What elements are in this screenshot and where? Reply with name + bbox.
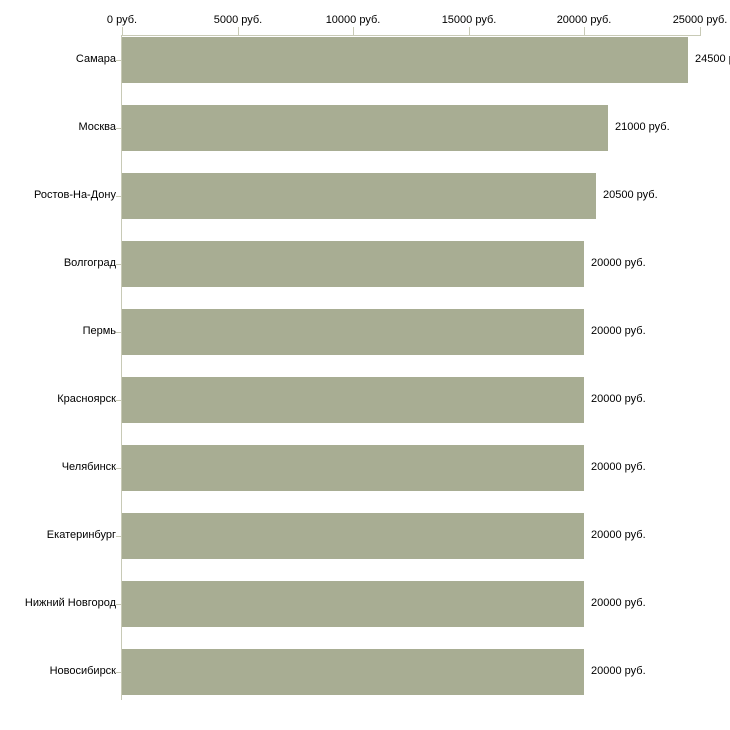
y-axis-tick <box>116 536 122 537</box>
x-axis-tick <box>238 27 239 35</box>
x-axis-tick-label: 25000 руб. <box>672 14 728 26</box>
category-label: Новосибирск <box>49 665 116 677</box>
x-axis-tick <box>700 27 701 35</box>
y-axis-tick <box>116 672 122 673</box>
value-label: 20000 руб. <box>591 597 646 609</box>
x-axis-tick <box>122 27 123 35</box>
x-axis-tick-label: 0 руб. <box>106 14 138 26</box>
y-axis-tick <box>116 60 122 61</box>
value-label: 20000 руб. <box>591 529 646 541</box>
y-axis-tick <box>116 196 122 197</box>
bar <box>122 241 584 287</box>
x-axis-tick <box>584 27 585 35</box>
bar <box>122 377 584 423</box>
category-label: Самара <box>75 53 116 65</box>
value-label: 20000 руб. <box>591 461 646 473</box>
y-axis-tick <box>116 128 122 129</box>
x-axis-tick <box>353 27 354 35</box>
x-axis-tick-label: 15000 руб. <box>441 14 497 26</box>
value-label: 24500 руб. <box>695 53 730 65</box>
x-axis-tick <box>469 27 470 35</box>
value-label: 20000 руб. <box>591 257 646 269</box>
bar <box>122 513 584 559</box>
bar <box>122 309 584 355</box>
value-label: 20000 руб. <box>591 393 646 405</box>
x-axis-tick-label: 10000 руб. <box>325 14 381 26</box>
category-label: Москва <box>78 121 116 133</box>
bar <box>122 445 584 491</box>
category-label: Челябинск <box>61 461 116 473</box>
y-axis-line <box>121 35 122 700</box>
bar <box>122 173 596 219</box>
y-axis-tick <box>116 400 122 401</box>
category-label: Екатеринбург <box>46 529 116 541</box>
y-axis-tick <box>116 468 122 469</box>
category-label: Ростов-На-Дону <box>33 189 116 201</box>
category-label: Волгоград <box>63 257 116 269</box>
value-label: 20000 руб. <box>591 665 646 677</box>
y-axis-tick <box>116 604 122 605</box>
y-axis-tick <box>116 264 122 265</box>
y-axis-tick <box>116 332 122 333</box>
category-label: Нижний Новгород <box>24 597 116 609</box>
bar <box>122 105 608 151</box>
value-label: 20500 руб. <box>603 189 658 201</box>
category-label: Пермь <box>82 325 116 337</box>
category-label: Красноярск <box>57 393 116 405</box>
bar <box>122 649 584 695</box>
value-label: 20000 руб. <box>591 325 646 337</box>
x-axis-tick-label: 5000 руб. <box>213 14 263 26</box>
value-label: 21000 руб. <box>615 121 670 133</box>
bar <box>122 37 688 83</box>
bar <box>122 581 584 627</box>
x-axis-line <box>121 35 701 36</box>
x-axis-tick-label: 20000 руб. <box>556 14 612 26</box>
